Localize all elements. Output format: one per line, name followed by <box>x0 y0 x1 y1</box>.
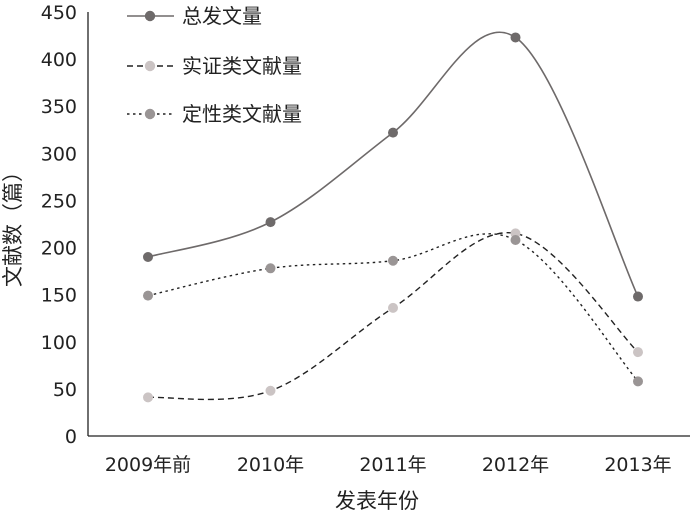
y-tick-label: 50 <box>53 379 77 401</box>
series-3 <box>143 233 643 387</box>
y-axis-ticks: 0 50 100 150 200 250 300 350 400 450 <box>41 2 77 448</box>
data-point <box>143 251 153 262</box>
x-tick-label: 2009年前 <box>105 454 191 476</box>
data-point <box>633 291 643 302</box>
data-point <box>633 376 643 387</box>
data-point <box>388 302 398 313</box>
y-tick-label: 150 <box>41 285 77 307</box>
data-point <box>388 255 398 266</box>
y-tick-label: 350 <box>41 96 77 118</box>
series-2 <box>143 228 643 403</box>
legend-marker <box>144 108 156 120</box>
x-tick-label: 2011年 <box>359 454 426 476</box>
data-point <box>265 263 276 274</box>
y-tick-label: 0 <box>65 426 77 448</box>
data-point <box>143 392 153 403</box>
data-point <box>143 290 153 301</box>
legend-marker <box>144 10 156 22</box>
series-line <box>147 31 639 297</box>
y-tick-label: 200 <box>41 238 77 260</box>
series-1 <box>143 31 643 302</box>
legend-label: 实证类文献量 <box>182 54 302 78</box>
data-point <box>633 347 643 358</box>
data-point <box>265 385 276 396</box>
y-tick-label: 250 <box>41 190 77 212</box>
x-axis-ticks: 2009年前 2010年 2011年 2012年 2013年 <box>105 454 672 476</box>
x-tick-label: 2010年 <box>237 454 304 476</box>
x-tick-label: 2013年 <box>604 454 671 476</box>
data-point <box>265 217 276 228</box>
y-tick-label: 100 <box>41 332 77 354</box>
legend-marker <box>144 60 156 72</box>
x-tick-label: 2012年 <box>482 454 549 476</box>
series-layer <box>143 31 643 403</box>
legend-label: 总发文量 <box>182 4 262 28</box>
data-point <box>510 32 521 43</box>
y-tick-label: 400 <box>41 49 77 71</box>
data-point <box>388 127 398 138</box>
data-point <box>510 235 521 246</box>
y-tick-label: 450 <box>41 2 77 24</box>
y-tick-label: 300 <box>41 143 77 165</box>
x-axis-title: 发表年份 <box>335 489 419 513</box>
y-axis-title: 文献数（篇） <box>1 161 25 287</box>
legend-label: 定性类文献量 <box>182 102 302 126</box>
